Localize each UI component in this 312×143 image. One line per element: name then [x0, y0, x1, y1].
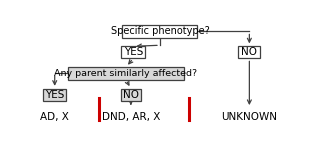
- FancyBboxPatch shape: [122, 25, 197, 38]
- Text: AD, X: AD, X: [40, 112, 69, 122]
- Text: Specific phenotype?: Specific phenotype?: [110, 26, 209, 36]
- Text: YES: YES: [45, 90, 64, 100]
- Text: Any parent similarly affected?: Any parent similarly affected?: [55, 69, 197, 78]
- FancyBboxPatch shape: [43, 89, 66, 101]
- FancyBboxPatch shape: [121, 89, 141, 101]
- Text: UNKNOWN: UNKNOWN: [222, 112, 277, 122]
- FancyBboxPatch shape: [121, 46, 145, 58]
- Text: YES: YES: [124, 47, 143, 57]
- Text: NO: NO: [123, 90, 139, 100]
- FancyBboxPatch shape: [68, 67, 184, 80]
- Text: DND, AR, X: DND, AR, X: [102, 112, 160, 122]
- FancyBboxPatch shape: [238, 46, 260, 58]
- Text: NO: NO: [241, 47, 257, 57]
